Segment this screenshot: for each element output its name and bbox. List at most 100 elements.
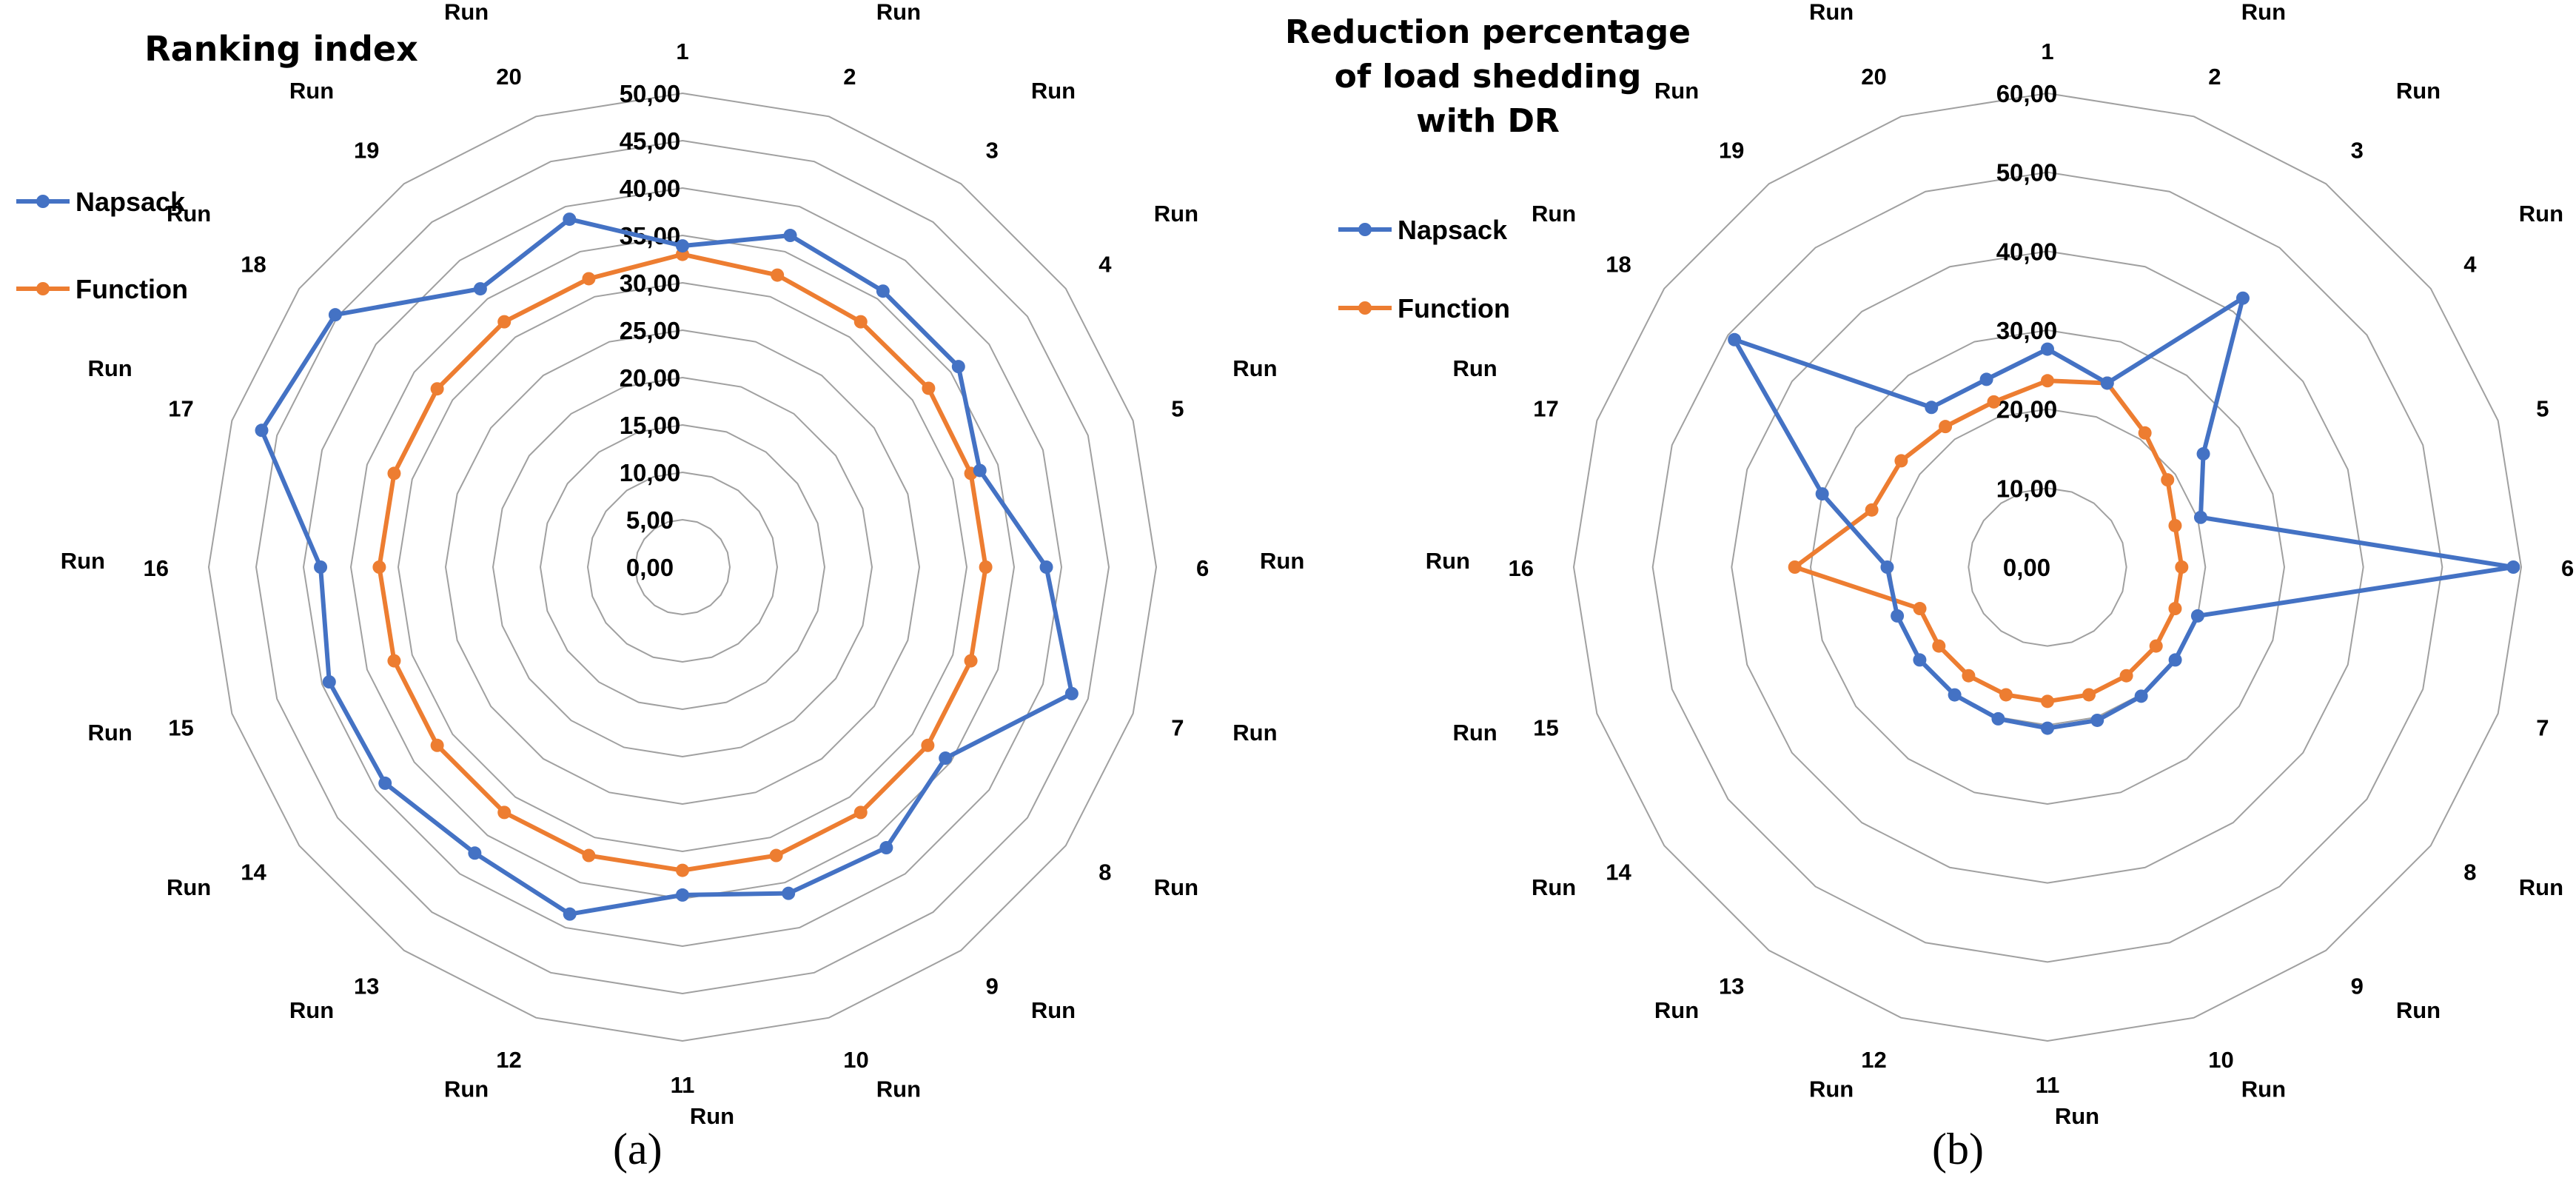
category-label: 2 bbox=[843, 64, 856, 90]
data-point-function-run-10 bbox=[769, 848, 783, 863]
category-label: 6 bbox=[2561, 555, 2574, 581]
tick-label: 25,00 bbox=[620, 317, 681, 344]
data-point-napsack-run-15 bbox=[322, 675, 336, 689]
category-label: 10 bbox=[843, 1047, 868, 1073]
panel-label: (b) bbox=[1932, 1125, 1984, 1173]
category-label-prefix: Run bbox=[167, 201, 211, 227]
data-point-napsack-run-12 bbox=[1991, 711, 2005, 726]
category-label-prefix: Run bbox=[876, 0, 921, 25]
legend-label-napsack: Napsack bbox=[1398, 215, 1508, 245]
category-label: 18 bbox=[1606, 252, 1631, 278]
category-label: 4 bbox=[1099, 252, 1112, 278]
category-label: 2 bbox=[2208, 64, 2221, 90]
category-label: 11 bbox=[671, 1072, 695, 1098]
grid-ring bbox=[1809, 329, 2286, 805]
tick-label: 50,00 bbox=[1996, 159, 2058, 187]
data-point-napsack-run-20 bbox=[1979, 372, 1993, 386]
data-point-function-run-18 bbox=[430, 382, 444, 396]
data-point-napsack-run-9 bbox=[879, 841, 893, 855]
data-point-function-run-9 bbox=[853, 805, 868, 820]
grid-ring bbox=[586, 471, 779, 663]
data-point-function-run-20 bbox=[1987, 395, 2001, 409]
tick-label: 10,00 bbox=[1996, 475, 2058, 502]
data-point-function-run-17 bbox=[387, 466, 401, 480]
category-label: 18 bbox=[241, 252, 266, 278]
data-point-function-run-19 bbox=[497, 315, 511, 329]
category-label-prefix: Run bbox=[61, 548, 105, 574]
data-point-function-run-14 bbox=[430, 738, 444, 752]
category-label: 19 bbox=[354, 137, 379, 163]
grid-ring bbox=[444, 329, 921, 805]
data-point-napsack-run-10 bbox=[782, 886, 796, 900]
data-point-napsack-run-10 bbox=[2090, 713, 2104, 727]
category-label: 8 bbox=[2463, 859, 2476, 885]
tick-label: 0,00 bbox=[626, 554, 674, 581]
category-label-prefix: Run bbox=[444, 1076, 489, 1102]
data-point-function-run-16 bbox=[372, 560, 386, 574]
tick-label: 30,00 bbox=[1996, 317, 2058, 344]
data-point-function-run-19 bbox=[1939, 420, 1953, 434]
data-point-function-run-4 bbox=[2161, 473, 2175, 487]
category-label-prefix: Run bbox=[1154, 201, 1198, 227]
category-label-prefix: Run bbox=[1809, 1076, 1854, 1102]
data-point-napsack-run-11 bbox=[2041, 721, 2054, 735]
category-label-prefix: Run bbox=[1452, 720, 1497, 746]
data-point-function-run-12 bbox=[582, 848, 596, 863]
data-point-function-run-12 bbox=[1999, 688, 2013, 702]
category-label: 7 bbox=[2536, 715, 2549, 741]
category-label: 14 bbox=[1606, 859, 1631, 885]
data-point-function-run-14 bbox=[1932, 639, 1946, 653]
data-point-function-run-3 bbox=[853, 315, 868, 329]
data-point-napsack-run-4 bbox=[951, 360, 965, 374]
category-label: 3 bbox=[2351, 137, 2364, 163]
legend-label-function: Function bbox=[1398, 293, 1510, 324]
data-point-napsack-run-3 bbox=[876, 284, 890, 298]
grid-ring bbox=[1572, 92, 2523, 1042]
category-label-prefix: Run bbox=[2396, 78, 2441, 104]
data-point-function-run-6 bbox=[2175, 560, 2189, 574]
category-label: 10 bbox=[2208, 1047, 2233, 1073]
category-label-prefix: Run bbox=[1452, 355, 1497, 381]
chart-title: Ranking index bbox=[144, 29, 418, 69]
data-point-function-run-4 bbox=[922, 381, 936, 395]
category-label: 15 bbox=[168, 715, 193, 741]
series-line-napsack bbox=[1732, 295, 2516, 731]
data-point-napsack-run-8 bbox=[2168, 653, 2182, 667]
data-point-function-run-15 bbox=[1913, 602, 1927, 616]
category-label-prefix: Run bbox=[1532, 201, 1576, 227]
category-label-prefix: Run bbox=[87, 355, 132, 381]
category-label-prefix: Run bbox=[1232, 720, 1277, 746]
data-point-napsack-run-2 bbox=[783, 229, 797, 243]
grid-ring bbox=[1651, 171, 2443, 963]
tick-label: 15,00 bbox=[620, 412, 681, 439]
grid-ring bbox=[634, 518, 731, 616]
data-point-napsack-run-9 bbox=[2134, 689, 2148, 703]
data-point-function-run-16 bbox=[1788, 560, 1802, 574]
data-point-napsack-run-20 bbox=[563, 212, 577, 227]
category-label: 9 bbox=[2351, 974, 2364, 999]
category-label: 13 bbox=[354, 974, 379, 999]
chart-title: Reduction percentage bbox=[1285, 13, 1691, 51]
data-point-napsack-run-7 bbox=[1064, 686, 1079, 700]
category-label-prefix: Run bbox=[1154, 874, 1198, 900]
legend-label-function: Function bbox=[76, 274, 188, 304]
data-point-napsack-run-11 bbox=[676, 888, 689, 902]
category-label-prefix: Run bbox=[690, 1103, 734, 1129]
category-label: 4 bbox=[2463, 252, 2477, 278]
category-label: 6 bbox=[1196, 555, 1209, 581]
category-label: 8 bbox=[1099, 859, 1111, 885]
data-point-function-run-15 bbox=[387, 654, 401, 668]
data-point-napsack-run-19 bbox=[473, 282, 487, 296]
category-label: 19 bbox=[1719, 137, 1744, 163]
data-point-napsack-run-5 bbox=[2193, 510, 2207, 524]
data-point-napsack-run-17 bbox=[255, 423, 269, 438]
legend-label-napsack: Napsack bbox=[76, 187, 186, 217]
category-label: 1 bbox=[676, 38, 688, 64]
data-point-function-run-20 bbox=[582, 272, 596, 286]
tick-label: 0,00 bbox=[2003, 554, 2050, 581]
category-label: 20 bbox=[496, 64, 521, 90]
data-point-napsack-run-8 bbox=[939, 751, 953, 766]
tick-label: 60,00 bbox=[1996, 80, 2058, 107]
category-label-prefix: Run bbox=[87, 720, 132, 746]
